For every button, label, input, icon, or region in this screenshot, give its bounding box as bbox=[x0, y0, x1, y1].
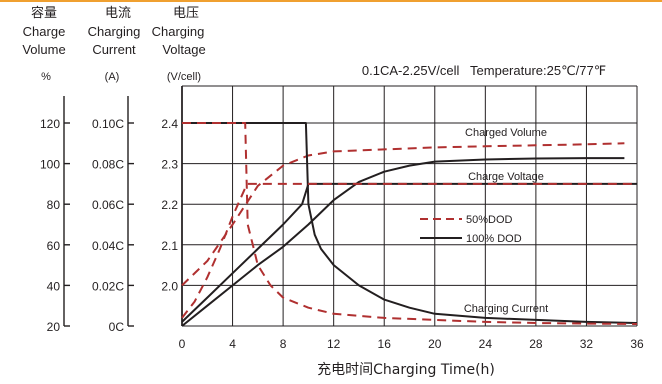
y-tick-label: 0.04C bbox=[92, 239, 124, 253]
col2-unit: (A) bbox=[105, 71, 120, 83]
x-tick-label: 16 bbox=[378, 337, 392, 351]
legend-label-100dod: 100% DOD bbox=[466, 233, 522, 245]
y-tick-label: 40 bbox=[47, 279, 61, 293]
x-tick-label: 8 bbox=[280, 337, 287, 351]
series-line-charging-current-100dod bbox=[182, 122, 638, 324]
y-tick-label: 2.2 bbox=[161, 198, 178, 212]
y-tick-label: 0.08C bbox=[92, 158, 124, 172]
legend-label-50dod: 50%DOD bbox=[466, 214, 513, 226]
header-labels: 容量 Charge Volume 电流 Charging Current 电压 … bbox=[22, 5, 205, 83]
annotation-charged-volume: Charged Volume bbox=[465, 127, 547, 139]
y-tick-label: 60 bbox=[47, 239, 61, 253]
series-line-charged-volume-50dod bbox=[181, 142, 625, 287]
col1-unit: % bbox=[41, 71, 51, 83]
y-tick-label: 100 bbox=[40, 158, 60, 172]
annotation-charging-current: Charging Current bbox=[464, 303, 548, 315]
y-tick-label: 2.0 bbox=[161, 279, 178, 293]
y-tick-label: 2.3 bbox=[161, 158, 178, 172]
x-tick-label: 0 bbox=[179, 337, 186, 351]
x-tick-label: 32 bbox=[580, 337, 594, 351]
col1-en1: Charge bbox=[23, 24, 66, 39]
col2-en1: Charging bbox=[88, 24, 141, 39]
x-tick-labels: 0 4 8 12 16 20 24 28 32 36 bbox=[179, 337, 644, 351]
y-tick-label: 20 bbox=[47, 320, 61, 334]
annotation-charge-voltage: Charge Voltage bbox=[468, 171, 544, 183]
col1-en2: Volume bbox=[22, 42, 65, 57]
y-tick-label: 0C bbox=[109, 320, 125, 334]
col3-en1: Charging bbox=[152, 24, 205, 39]
series-line-charged-volume-100dod bbox=[181, 157, 625, 327]
x-tick-label: 12 bbox=[327, 337, 341, 351]
x-tick-label: 24 bbox=[479, 337, 493, 351]
y-tick-label: 80 bbox=[47, 198, 61, 212]
col1-zh: 容量 bbox=[31, 5, 57, 21]
col3-en2: Voltage bbox=[162, 42, 205, 57]
y-tick-label: 2.1 bbox=[161, 239, 178, 253]
top-accent-rule bbox=[0, 0, 662, 2]
x-tick-label: 4 bbox=[229, 337, 236, 351]
col3-unit: (V/cell) bbox=[167, 71, 201, 83]
x-tick-label: 20 bbox=[428, 337, 442, 351]
legend: 50%DOD 100% DOD bbox=[420, 214, 522, 245]
col2-zh: 电流 bbox=[105, 6, 131, 21]
series-line-charging-current-50dod bbox=[182, 122, 638, 325]
x-axis-label: 充电时间Charging Time(h) bbox=[317, 362, 495, 378]
series-group bbox=[181, 122, 638, 327]
x-tick-label: 36 bbox=[630, 337, 644, 351]
condition-text: 0.1CA-2.25V/cell Temperature:25℃/77℉ bbox=[362, 63, 606, 78]
y-tick-label: 0.06C bbox=[92, 198, 124, 212]
col2-en2: Current bbox=[92, 42, 136, 57]
y-tick-label: 0.02C bbox=[92, 279, 124, 293]
series-line-charge-voltage-100dod bbox=[181, 182, 637, 323]
col3-zh: 电压 bbox=[173, 6, 199, 21]
y-tick-label: 0.10C bbox=[92, 117, 124, 131]
x-tick-label: 28 bbox=[529, 337, 543, 351]
y-tick-label: 120 bbox=[40, 117, 60, 131]
y-tick-label: 2.4 bbox=[161, 117, 178, 131]
left-axes: 20 40 60 80 100 120 0C 0.02C 0.04C 0.06C 0.08C 0.10… bbox=[40, 86, 183, 334]
series-line-charge-voltage-50dod bbox=[181, 182, 637, 319]
